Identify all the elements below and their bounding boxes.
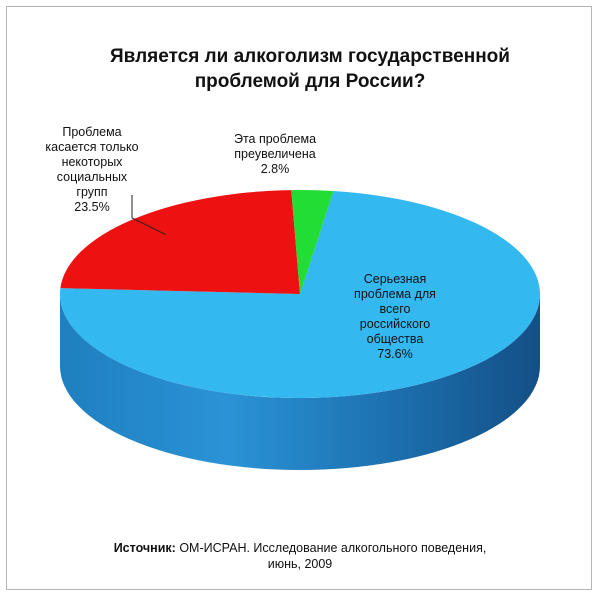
slice-label-whole-society-line-5: общества <box>366 332 424 346</box>
pie-slice-some-groups <box>60 190 300 294</box>
chart-title-line-1: Является ли алкоголизм государственной <box>110 46 510 67</box>
slice-label-whole-society-line-3: всего <box>379 302 411 316</box>
slice-label-some-groups-line-1: Проблема <box>62 125 122 139</box>
slice-label-whole-society: Серьезная проблема для всего российского… <box>320 272 470 362</box>
slice-value-exaggerated: 2.8% <box>260 162 290 176</box>
chart-title: Является ли алкоголизм государственной п… <box>40 44 580 94</box>
chart-frame <box>6 6 592 590</box>
slice-label-some-groups-line-3: некоторых <box>61 155 123 169</box>
chart-source: Источник: ОМ-ИСРАН. Исследование алкогол… <box>30 540 570 572</box>
slice-label-exaggerated-line-1: Эта проблема <box>233 132 317 146</box>
chart-source-line-1: Источник: ОМ-ИСРАН. Исследование алкогол… <box>30 540 570 556</box>
slice-label-whole-society-line-2: проблема для <box>354 287 436 301</box>
chart-source-date: июнь, 2009 <box>267 557 333 571</box>
slice-label-exaggerated-line-2: преувеличена <box>234 147 316 161</box>
slice-value-whole-society: 73.6% <box>377 347 413 361</box>
slice-label-some-groups-line-2: касается только <box>45 140 139 154</box>
chart-title-line-2: проблемой для России? <box>194 71 426 92</box>
pie-slice-exaggerated <box>291 189 334 294</box>
chart-source-text: ОМ-ИСРАН. Исследование алкогольного пове… <box>179 541 487 555</box>
slice-label-some-groups-line-4: социальных <box>56 170 128 184</box>
pie-side-whole-society <box>60 294 540 470</box>
slice-label-whole-society-line-1: Серьезная <box>363 272 427 286</box>
slice-label-some-groups-line-5: групп <box>76 185 108 199</box>
slice-label-exaggerated: Эта проблема преувеличена 2.8% <box>205 132 345 177</box>
pie-slice-whole-society <box>59 191 541 398</box>
slice-value-some-groups: 23.5% <box>74 200 110 214</box>
leader-line-some-groups <box>131 195 166 236</box>
slice-label-some-groups: Проблема касается только некоторых социа… <box>22 125 162 215</box>
slice-label-whole-society-line-4: российского <box>359 317 431 331</box>
chart-source-prefix: Источник: <box>113 541 176 555</box>
